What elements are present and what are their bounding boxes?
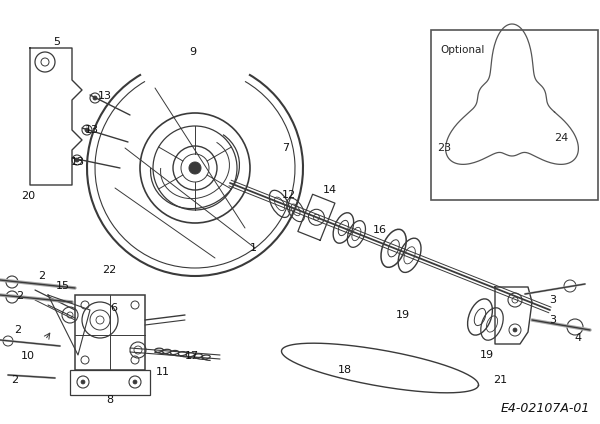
- Text: 2: 2: [38, 271, 46, 281]
- Text: 11: 11: [156, 367, 170, 377]
- Text: 8: 8: [106, 395, 113, 405]
- Circle shape: [133, 380, 137, 384]
- Text: 9: 9: [190, 47, 197, 57]
- Text: 13: 13: [71, 157, 85, 167]
- Circle shape: [513, 328, 517, 332]
- Text: 7: 7: [283, 143, 290, 153]
- Circle shape: [85, 128, 89, 132]
- Text: 3: 3: [550, 295, 557, 305]
- Text: 15: 15: [56, 281, 70, 291]
- Text: 17: 17: [185, 351, 199, 361]
- Text: 20: 20: [21, 191, 35, 201]
- Text: 13: 13: [85, 125, 99, 135]
- Text: 4: 4: [574, 333, 581, 343]
- Text: 21: 21: [493, 375, 507, 385]
- Text: 2: 2: [14, 325, 22, 335]
- Circle shape: [75, 158, 79, 162]
- Text: E4-02107A-01: E4-02107A-01: [500, 402, 590, 415]
- Text: 6: 6: [110, 303, 118, 313]
- Text: 1: 1: [250, 243, 257, 253]
- Bar: [75, 295, 145, 370]
- Text: 19: 19: [480, 350, 494, 360]
- Text: 5: 5: [53, 37, 61, 47]
- Circle shape: [189, 162, 201, 174]
- Text: 12: 12: [282, 190, 296, 200]
- Circle shape: [81, 380, 85, 384]
- Bar: [431, 30, 598, 200]
- Bar: [70, 370, 150, 395]
- Text: 2: 2: [16, 291, 23, 301]
- Text: 18: 18: [338, 365, 352, 375]
- Text: 10: 10: [21, 351, 35, 361]
- Text: Optional: Optional: [440, 45, 484, 55]
- Text: 19: 19: [396, 310, 410, 320]
- Text: 16: 16: [373, 225, 387, 235]
- Text: 13: 13: [98, 91, 112, 101]
- Text: 3: 3: [550, 315, 557, 325]
- Text: 2: 2: [11, 375, 19, 385]
- Circle shape: [93, 96, 97, 100]
- Text: 23: 23: [437, 143, 451, 153]
- Text: 24: 24: [554, 133, 568, 143]
- Text: 22: 22: [102, 265, 116, 275]
- Text: 14: 14: [323, 185, 337, 195]
